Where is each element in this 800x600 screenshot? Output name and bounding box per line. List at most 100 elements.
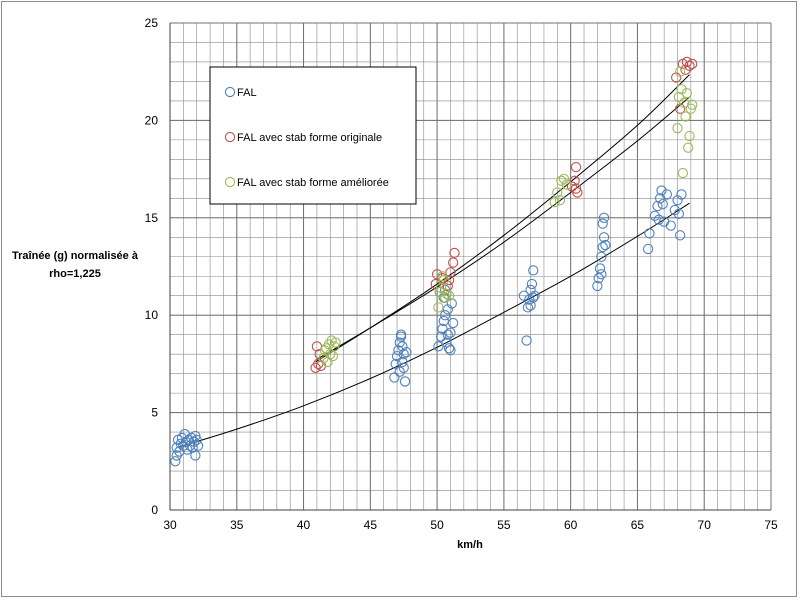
data-point-series-2 [445,267,456,278]
data-point-series-1 [528,292,539,303]
data-point-series-1 [592,280,603,292]
data-point-series-2 [447,257,459,268]
data-point-series-3 [561,179,572,190]
x-tick-label: 55 [497,518,511,532]
data-point-series-1 [433,341,444,352]
y-tick-label: 15 [145,211,159,225]
data-point-series-1 [653,214,664,225]
data-point-series-1 [656,185,667,196]
data-point-series-3 [552,187,563,198]
data-point-series-1 [393,345,404,356]
data-point-series-1 [398,362,409,373]
data-point-series-3 [437,271,448,282]
data-point-series-2 [680,64,691,75]
data-point-series-3 [330,337,341,348]
data-point-series-1 [190,450,201,461]
data-point-series-1 [521,335,532,346]
data-point-series-3 [554,195,566,206]
data-point-series-1 [522,302,534,313]
data-point-series-1 [437,323,448,334]
data-point-series-1 [597,218,608,229]
data-point-series-1 [669,204,680,216]
data-point-series-1 [443,343,455,354]
data-point-series-1 [395,331,407,342]
trendline [176,202,690,449]
data-point-series-3 [673,91,684,103]
x-tick-label: 70 [698,518,712,532]
y-axis-label: Traînée (g) normalisée à rho=1,225 [0,247,150,283]
trendline [315,96,690,361]
data-point-series-1 [657,199,668,210]
data-point-series-1 [445,345,456,356]
legend-box [209,66,417,205]
axes [169,23,771,511]
data-point-series-1 [397,356,408,368]
data-point-series-1 [529,290,540,301]
data-point-series-1 [676,189,687,200]
data-point-series-1 [598,212,610,223]
data-point-series-3 [558,173,570,184]
x-tick-label: 30 [163,518,177,532]
x-tick-label: 75 [764,518,778,532]
data-point-series-1 [447,317,459,329]
data-point-series-1 [445,327,456,338]
data-point-series-3 [327,350,339,362]
y-tick-label: 25 [145,16,159,30]
x-tick-label: 40 [297,518,311,532]
data-point-series-1 [528,265,539,276]
data-point-series-1 [673,208,684,220]
data-point-series-1 [435,331,447,342]
x-axis-label: km/h [457,539,483,551]
data-point-series-1 [596,251,607,262]
x-tick-label: 35 [230,518,244,532]
data-point-series-1 [675,230,686,241]
y-tick-label: 20 [145,113,159,127]
data-point-series-1 [597,241,608,253]
data-point-series-3 [681,87,693,99]
x-tick-label: 50 [430,518,444,532]
legend-label: FAL [237,87,257,99]
data-point-series-3 [676,84,687,95]
x-tick-label: 45 [364,518,378,532]
data-point-series-1 [600,239,611,251]
legend: FAL FAL avec stab forme originale FAL avec… [209,66,417,205]
tick-labels: 30 35 40 45 50 55 60 65 70 75 0 5 10 15 20 25 [145,16,778,532]
legend-marker [224,176,236,188]
data-point-series-2 [431,269,443,280]
data-point-series-1 [652,200,663,212]
data-point-series-1 [170,456,181,467]
data-point-series-1 [439,310,451,321]
data-point-series-1 [649,210,660,222]
data-point-series-3 [684,130,695,142]
x-tick-label: 60 [564,518,578,532]
data-point-series-1 [394,366,405,377]
data-point-series-1 [665,220,676,231]
trendlines [176,74,690,449]
data-point-series-2 [687,58,698,70]
data-point-series-1 [526,278,538,290]
data-point-series-1 [442,329,453,340]
data-point-series-3 [680,111,691,122]
data-point-series-1 [594,263,606,274]
x-tick-label: 65 [631,518,645,532]
data-point-series-3 [433,302,444,313]
data-point-series-2 [449,247,460,259]
data-point-series-2 [314,349,325,360]
data-point-series-3 [675,66,686,77]
data-point-series-1 [190,430,201,442]
data-point-series-1 [192,440,204,451]
data-point-series-3 [672,123,683,134]
y-tick-label: 10 [145,308,159,322]
legend-label: FAL avec stab forme originale [237,132,382,144]
y-axis-label-line-2: rho=1,225 [49,268,101,280]
data-point-series-1 [389,372,400,383]
legend-label: FAL avec stab forme améliorée [237,177,389,189]
data-point-series-3 [434,286,445,297]
data-point-series-1 [644,228,655,239]
data-point-series-1 [184,440,196,451]
data-point-series-1 [391,350,403,362]
data-point-series-1 [401,347,412,358]
y-tick-label: 0 [151,503,158,517]
data-point-series-1 [642,243,654,255]
